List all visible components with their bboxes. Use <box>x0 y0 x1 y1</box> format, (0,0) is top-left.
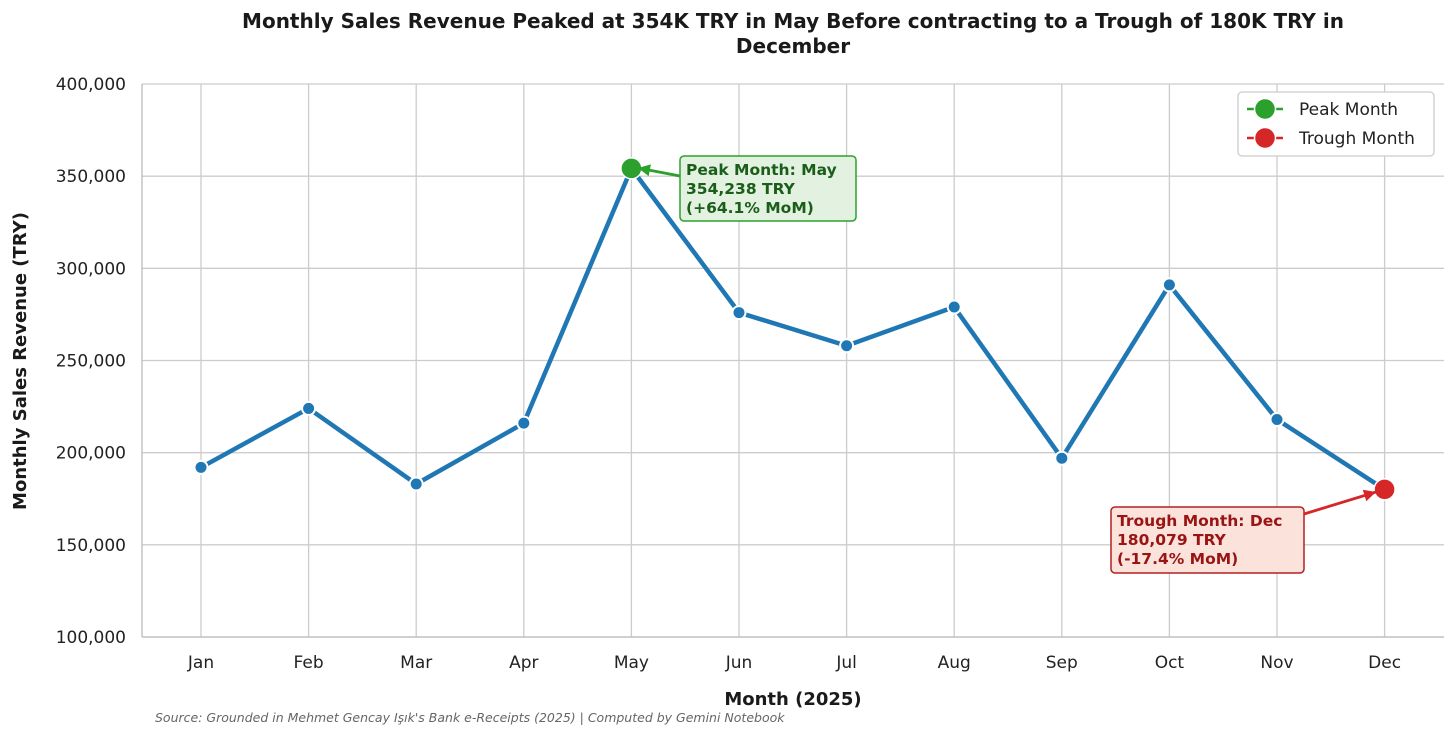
x-tick-label: Aug <box>938 653 971 673</box>
peak-annotation-line: (+64.1% MoM) <box>686 199 814 217</box>
trough-annotation-line: 180,079 TRY <box>1117 531 1227 549</box>
data-point <box>516 415 532 431</box>
trough-annotation-arrow <box>1303 490 1377 516</box>
trough-arrow-head <box>1362 489 1376 502</box>
y-tick-label: 350,000 <box>56 167 126 187</box>
data-point <box>193 459 209 475</box>
peak-arrow-head <box>638 164 651 177</box>
series-line <box>198 166 1387 492</box>
x-tick-label: Jan <box>187 653 214 673</box>
x-tick-label: Dec <box>1368 653 1401 673</box>
x-axis-label: Month (2025) <box>724 689 861 710</box>
x-tick-label: Mar <box>400 653 432 673</box>
legend-box <box>1237 91 1435 157</box>
peak-annotation-line: Peak Month: May <box>686 161 837 179</box>
chart-text: Monthly Sales Revenue Peaked at 354K TRY… <box>10 9 1344 725</box>
trough-annotation-line: (-17.4% MoM) <box>1117 550 1238 568</box>
data-point <box>1269 411 1285 427</box>
trough-annotation-box <box>1110 506 1305 574</box>
chart-title-line-2: December <box>736 34 850 58</box>
data-point <box>946 299 962 315</box>
data-point <box>839 338 855 354</box>
trough-month-marker <box>1373 478 1396 501</box>
y-tick-label: 300,000 <box>56 259 126 279</box>
x-tick-label: Jun <box>725 653 753 673</box>
y-tick-label: 150,000 <box>56 536 126 556</box>
data-point <box>301 400 317 416</box>
chart-title-line-1: Monthly Sales Revenue Peaked at 354K TRY… <box>242 9 1344 33</box>
data-point <box>408 476 424 492</box>
data-point <box>1054 450 1070 466</box>
x-tick-label: Feb <box>294 653 324 673</box>
y-axis-label: Monthly Sales Revenue (TRY) <box>10 212 31 510</box>
y-tick-label: 100,000 <box>56 628 126 648</box>
source-note: Source: Grounded in Mehmet Gencay Işık's… <box>155 710 785 725</box>
x-tick-label: Sep <box>1046 653 1078 673</box>
legend-marker <box>1253 126 1277 150</box>
axes: 100,000 150,000 200,000 250,000 300,000 350,0… <box>56 75 1444 673</box>
x-tick-label: Jul <box>835 653 857 673</box>
peak-annotation-line: 354,238 TRY <box>686 180 796 198</box>
data-point <box>1161 277 1177 293</box>
x-tick-label: Oct <box>1155 653 1185 673</box>
y-tick-label: 200,000 <box>56 444 126 464</box>
y-tick-label: 400,000 <box>56 75 126 95</box>
legend-label: Trough Month <box>1298 129 1415 149</box>
peak-annotation-box <box>679 155 857 222</box>
legend-marker <box>1253 97 1277 121</box>
x-tick-label: Nov <box>1260 653 1293 673</box>
legend: Peak Month Trough Month <box>1237 91 1435 157</box>
trough-annotation-line: Trough Month: Dec <box>1117 512 1282 530</box>
x-tick-label: Apr <box>509 653 538 673</box>
y-tick-label: 250,000 <box>56 352 126 372</box>
legend-label: Peak Month <box>1299 100 1398 120</box>
x-tick-label: May <box>614 653 649 673</box>
data-point <box>731 305 747 321</box>
